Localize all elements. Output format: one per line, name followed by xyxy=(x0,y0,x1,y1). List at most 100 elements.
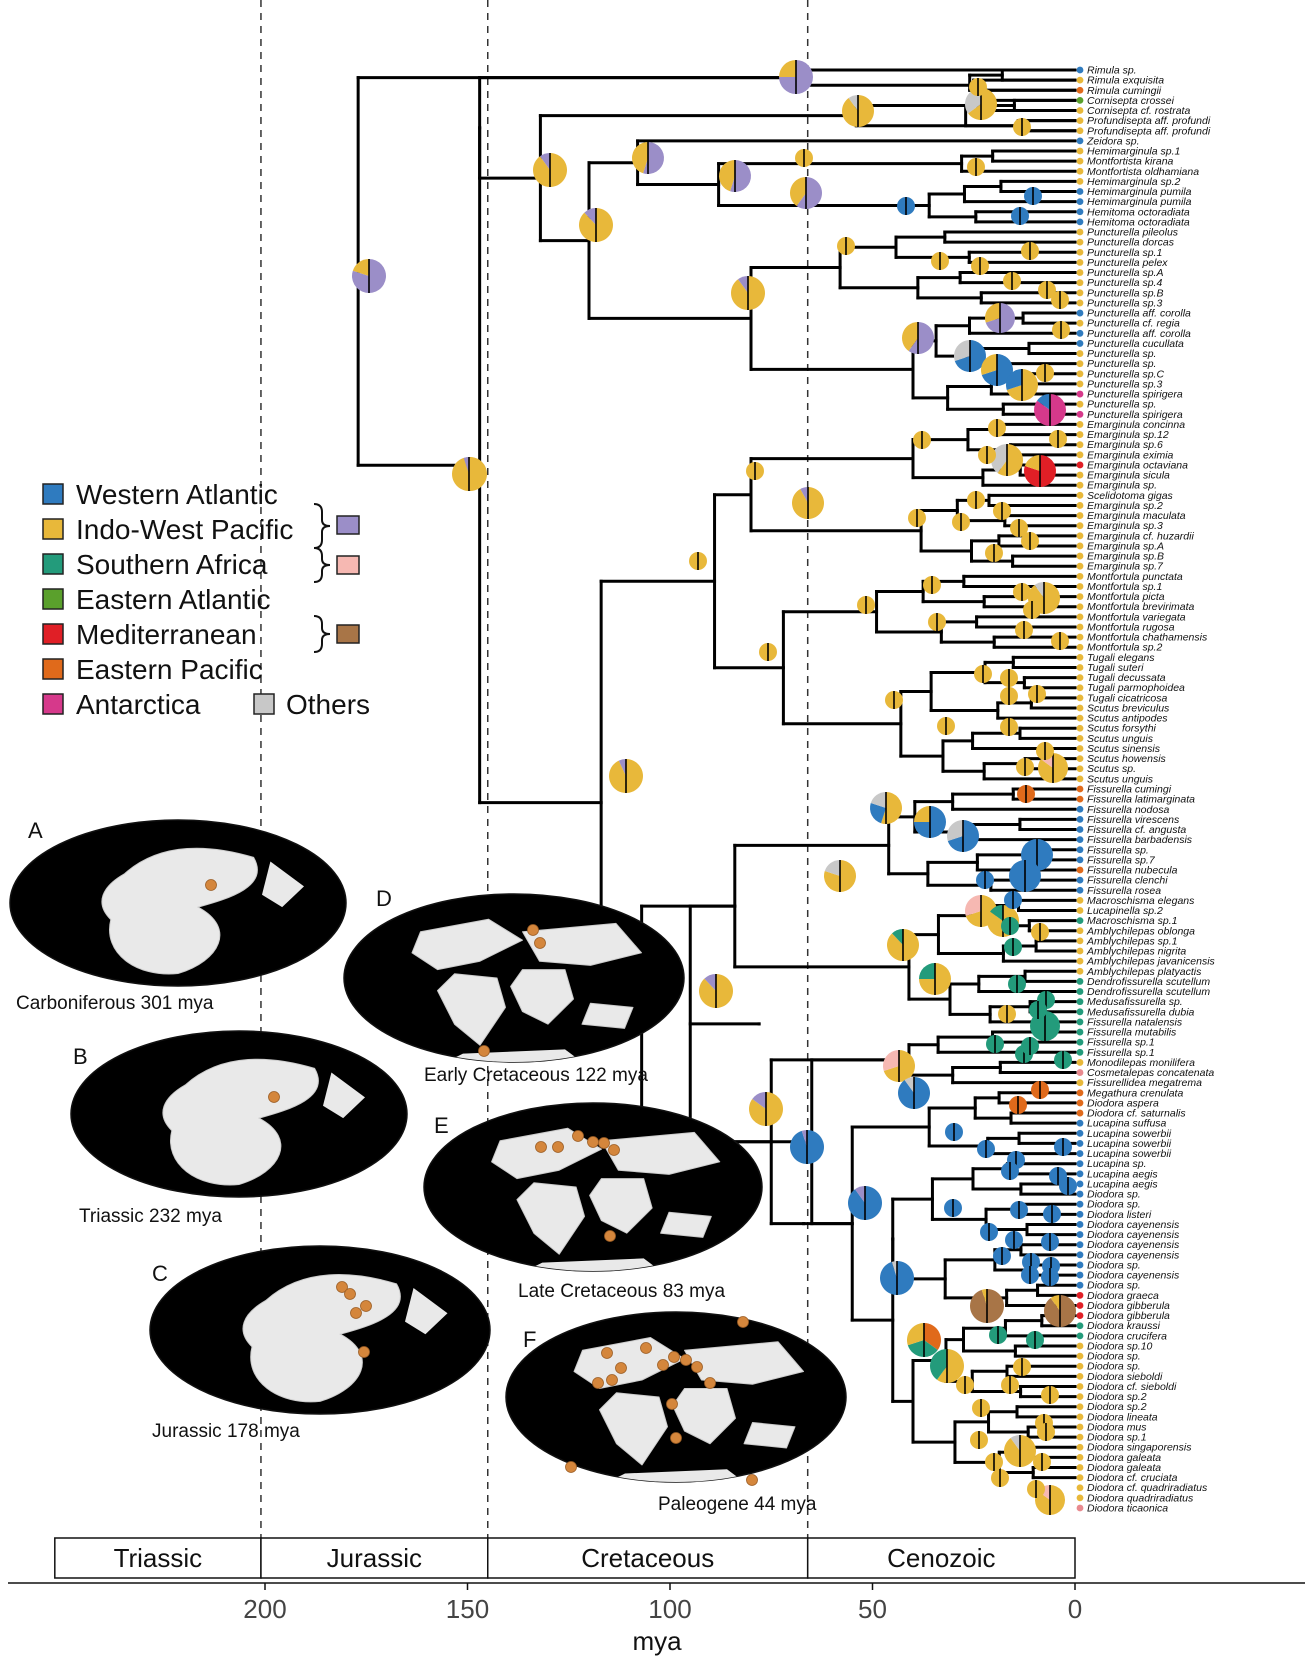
tip-label: Emarginula sp.A xyxy=(1087,540,1164,552)
node-pie xyxy=(791,487,824,519)
tip-dot xyxy=(1076,177,1084,185)
legend-swatch xyxy=(42,518,64,540)
tip-dot xyxy=(1076,896,1084,904)
map-continent xyxy=(599,1392,668,1466)
fossil-dot xyxy=(737,1316,749,1328)
tip-label: Fissurella nubecula xyxy=(1087,865,1178,877)
fossil-dot xyxy=(746,1474,758,1486)
tip-label: Fissurella sp. xyxy=(1087,844,1149,856)
tip-dot xyxy=(1076,1271,1084,1279)
tip-label: Dendrofissurella scutellum xyxy=(1087,976,1210,988)
tip-label: Puncturella cucullata xyxy=(1087,338,1184,350)
tip-label: Puncturella sp.3 xyxy=(1087,297,1162,309)
tip-dot xyxy=(1076,1352,1084,1360)
fossil-dot xyxy=(572,1130,584,1142)
pie-slice xyxy=(907,1340,938,1357)
tip-label: Fissurella virescens xyxy=(1087,814,1180,826)
node-pie xyxy=(1013,1358,1031,1376)
tip-label: Montfortula picta xyxy=(1087,591,1165,603)
tip-label: Emarginula sicula xyxy=(1087,470,1170,482)
map-label: Jurassic 178 mya xyxy=(152,1421,300,1442)
tip-label: Fissurella sp.1 xyxy=(1087,1037,1155,1049)
pie-slice xyxy=(1010,1435,1020,1451)
pie-slice xyxy=(965,895,981,916)
pie-slice xyxy=(946,820,963,841)
node-pie xyxy=(1016,758,1034,776)
node-pie xyxy=(988,419,1006,437)
tip-label: Diodora cayenensis xyxy=(1087,1249,1180,1261)
map-ocean xyxy=(343,893,685,1063)
tip-dot xyxy=(1076,319,1084,327)
tip-dot xyxy=(1076,380,1084,388)
tip-label: Puncturella pileolus xyxy=(1087,227,1179,239)
map-continent xyxy=(589,1178,653,1234)
pie-slice xyxy=(738,276,748,293)
node-pie xyxy=(779,60,813,94)
tip-dot xyxy=(1076,795,1084,803)
fossil-dot xyxy=(604,1230,616,1242)
tip-dot xyxy=(1076,279,1084,287)
tip-label: Diodora listeri xyxy=(1087,1209,1152,1221)
tip-dot xyxy=(1076,1291,1084,1299)
pie-slice xyxy=(704,974,716,991)
node-pie xyxy=(1052,321,1070,339)
pie-slice xyxy=(902,322,918,351)
node-pie xyxy=(985,303,1016,333)
pie-slice xyxy=(796,177,822,209)
legend-swatch xyxy=(42,483,64,505)
map-continent xyxy=(600,1131,721,1175)
tip-dot xyxy=(1076,1383,1084,1390)
pie-slice xyxy=(1037,394,1050,410)
node-pie xyxy=(1006,369,1038,401)
node-pie xyxy=(1037,1423,1055,1441)
tip-label: Cornisepta cf. rostrata xyxy=(1087,105,1190,117)
node-pie xyxy=(1001,917,1019,935)
pie-slice xyxy=(954,340,970,361)
map-continent xyxy=(684,1341,804,1385)
map-ocean xyxy=(423,1102,763,1272)
pie-slice xyxy=(892,928,903,945)
node-pie xyxy=(1051,291,1069,309)
tip-label: Zeidora sp. xyxy=(1086,135,1140,147)
tip-label: Fissurella rosea xyxy=(1087,885,1161,897)
map-continent xyxy=(743,1422,796,1449)
tip-dot xyxy=(1076,1200,1084,1208)
tip-label: Puncturella sp. xyxy=(1087,348,1156,360)
node-pie xyxy=(1059,1177,1077,1195)
node-pie xyxy=(969,78,987,96)
geologic-period-bar: Triassic Jurassic Cretaceous Cenozoic xyxy=(54,1537,1076,1579)
fossil-dot xyxy=(344,1288,356,1300)
node-pie xyxy=(913,431,931,449)
map-island xyxy=(323,1072,365,1119)
tip-dot xyxy=(1076,1403,1084,1411)
pie-slice xyxy=(718,160,735,192)
tip-label: Puncturella spirigera xyxy=(1087,389,1183,401)
tip-dot xyxy=(1076,603,1084,611)
node-pie xyxy=(977,1140,995,1158)
fossil-dot xyxy=(336,1281,348,1293)
tip-label: Rimula cumingii xyxy=(1087,85,1162,97)
tip-dot xyxy=(1076,583,1084,590)
tip-dot xyxy=(1076,1109,1084,1117)
tip-dot xyxy=(1076,421,1084,428)
tip-dot xyxy=(1076,745,1084,752)
node-pie xyxy=(824,860,856,893)
tip-label: Diodora sp. xyxy=(1087,1259,1141,1271)
tip-dot xyxy=(1076,289,1084,297)
node-pie xyxy=(1026,1331,1044,1349)
node-pie xyxy=(1031,923,1049,941)
tip-dot xyxy=(1076,1028,1084,1036)
pie-slice xyxy=(908,322,934,354)
pie-slice xyxy=(997,444,1023,476)
tip-dot xyxy=(1076,704,1084,712)
axis-tick-label: 50 xyxy=(858,1594,887,1624)
pie-slice xyxy=(800,487,808,503)
tip-label: Emarginula cf. huzardii xyxy=(1087,530,1194,542)
tip-dot xyxy=(1076,370,1084,378)
node-pie xyxy=(946,820,979,852)
period-label: Jurassic xyxy=(327,1543,422,1573)
node-pie xyxy=(930,1349,964,1384)
combo-swatch-wa-iwp xyxy=(336,515,360,535)
tip-label: Fissurella cf. angusta xyxy=(1087,824,1186,836)
tip-label: Amblychilepas sp.1 xyxy=(1086,935,1177,947)
